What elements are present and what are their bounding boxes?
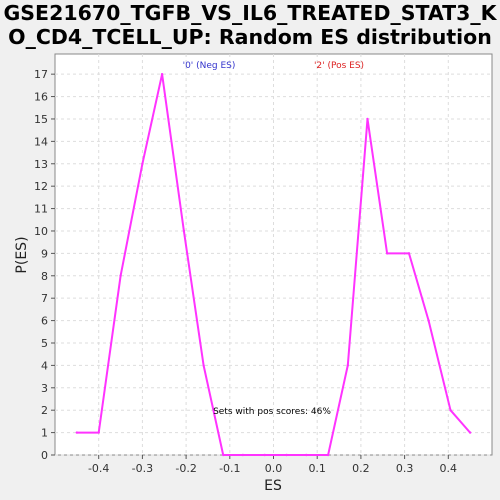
data-point [407, 252, 411, 255]
x-tick-label: 0.1 [308, 462, 326, 475]
x-tick-label: 0.3 [396, 462, 414, 475]
x-tick-label: -0.4 [88, 462, 109, 475]
pos-score-annotation: Sets with pos scores: 46% [213, 407, 331, 417]
series-group [75, 72, 472, 457]
y-tick-label: 0 [41, 449, 48, 462]
x-axis-label: ES [264, 478, 282, 494]
data-point [202, 364, 205, 367]
data-point [160, 72, 164, 76]
y-tick-label: 15 [34, 113, 48, 126]
y-tick-label: 6 [41, 315, 48, 328]
x-tick-label: -0.2 [175, 462, 196, 475]
data-point [449, 408, 452, 412]
y-tick-label: 3 [41, 382, 48, 395]
data-point [222, 453, 225, 457]
data-point [263, 453, 266, 457]
data-point [305, 453, 308, 457]
data-point [285, 453, 288, 457]
y-tick-label: 7 [41, 292, 48, 305]
chart-title: GSE21670_TGFB_VS_IL6_TREATED_STAT3_K O_C… [0, 1, 500, 49]
y-tick-label: 4 [41, 359, 48, 372]
data-point [141, 162, 144, 165]
data-point [97, 431, 100, 434]
data-point [366, 117, 369, 121]
x-tick-label: -0.3 [132, 462, 153, 475]
y-tick-label: 12 [34, 180, 48, 193]
data-point [326, 453, 330, 457]
data-point [241, 453, 245, 457]
data-point [119, 274, 122, 277]
data-point [182, 229, 186, 233]
x-tick-label: 0.4 [440, 462, 458, 475]
x-tick-label: -0.1 [219, 462, 240, 475]
data-point [427, 319, 430, 322]
pos-es-label: '2' (Pos ES) [314, 61, 364, 71]
data-point [346, 364, 349, 367]
x-tick-label: 0.0 [265, 462, 283, 475]
es-distribution-line [76, 73, 471, 456]
x-tick-label: 0.2 [352, 462, 370, 475]
y-tick-label: 11 [34, 203, 48, 216]
y-tick-label: 10 [34, 225, 48, 238]
y-tick-label: 5 [41, 337, 48, 350]
y-tick-label: 14 [34, 135, 48, 148]
y-tick-label: 8 [41, 270, 48, 283]
y-tick-label: 13 [34, 158, 48, 171]
data-point [75, 431, 79, 434]
neg-es-label: '0' (Neg ES) [183, 61, 236, 71]
chart-title-line-1: GSE21670_TGFB_VS_IL6_TREATED_STAT3_K [3, 1, 497, 25]
x-axis: -0.4 -0.3 -0.2 -0.1 0.0 0.1 0.2 0.3 0.4 [88, 455, 457, 475]
data-point [468, 431, 472, 434]
y-tick-label: 17 [34, 68, 48, 81]
y-tick-label: 2 [41, 404, 48, 417]
grid [55, 54, 492, 456]
chart-title-line-2: O_CD4_TCELL_UP: Random ES distribution [8, 25, 492, 49]
y-axis-label: P(ES) [14, 236, 30, 273]
data-point [385, 252, 389, 255]
y-tick-label: 1 [41, 427, 48, 440]
y-tick-label: 16 [34, 91, 48, 104]
y-tick-label: 9 [41, 247, 48, 260]
